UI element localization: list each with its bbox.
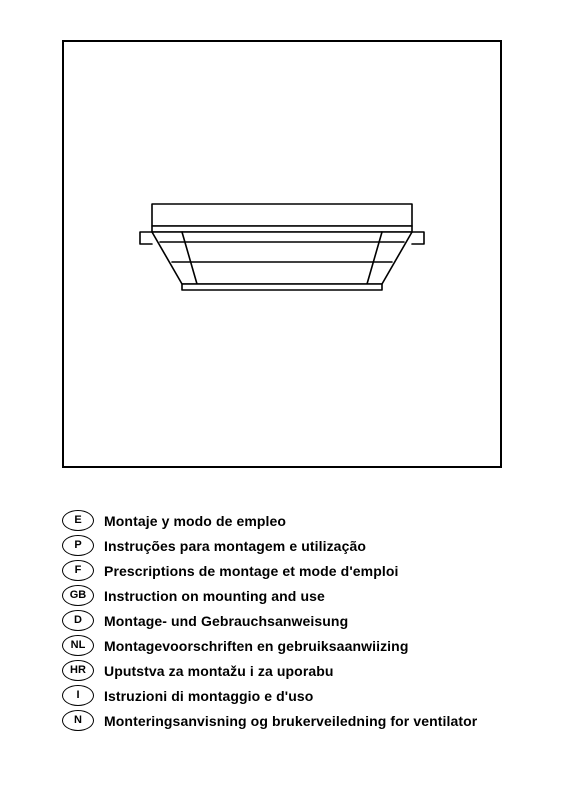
manual-cover-page: E Montaje y modo de empleo P Instruções … xyxy=(0,0,565,800)
lang-title: Instruction on mounting and use xyxy=(104,588,325,604)
lang-row-hr: HR Uputstva za montažu i za uporabu xyxy=(62,660,522,681)
lang-code-badge: F xyxy=(62,560,94,581)
lang-title: Montaje y modo de empleo xyxy=(104,513,286,529)
lang-title: Istruzioni di montaggio e d'uso xyxy=(104,688,313,704)
lang-code-badge: D xyxy=(62,610,94,631)
lang-row-n: N Monteringsanvisning og brukerveilednin… xyxy=(62,710,522,731)
lang-code-badge: I xyxy=(62,685,94,706)
lang-code-badge: N xyxy=(62,710,94,731)
product-illustration-frame xyxy=(62,40,502,468)
lang-title: Instruções para montagem e utilização xyxy=(104,538,366,554)
lang-row-i: I Istruzioni di montaggio e d'uso xyxy=(62,685,522,706)
lang-code-badge: HR xyxy=(62,660,94,681)
lang-code-badge: NL xyxy=(62,635,94,656)
lang-code-badge: P xyxy=(62,535,94,556)
lang-row-p: P Instruções para montagem e utilização xyxy=(62,535,522,556)
lang-row-nl: NL Montagevoorschriften en gebruiksaanwi… xyxy=(62,635,522,656)
lang-code-badge: GB xyxy=(62,585,94,606)
lang-title: Montagevoorschriften en gebruiksaanwiizi… xyxy=(104,638,408,654)
language-list: E Montaje y modo de empleo P Instruções … xyxy=(62,510,522,735)
lang-row-gb: GB Instruction on mounting and use xyxy=(62,585,522,606)
lang-code-badge: E xyxy=(62,510,94,531)
lang-title: Montage- und Gebrauchsanweisung xyxy=(104,613,348,629)
lang-row-f: F Prescriptions de montage et mode d'emp… xyxy=(62,560,522,581)
lang-title: Uputstva za montažu i za uporabu xyxy=(104,663,334,679)
cooker-hood-illustration xyxy=(122,184,442,324)
lang-row-e: E Montaje y modo de empleo xyxy=(62,510,522,531)
lang-title: Monteringsanvisning og brukerveiledning … xyxy=(104,713,477,729)
lang-title: Prescriptions de montage et mode d'emplo… xyxy=(104,563,398,579)
lang-row-d: D Montage- und Gebrauchsanweisung xyxy=(62,610,522,631)
